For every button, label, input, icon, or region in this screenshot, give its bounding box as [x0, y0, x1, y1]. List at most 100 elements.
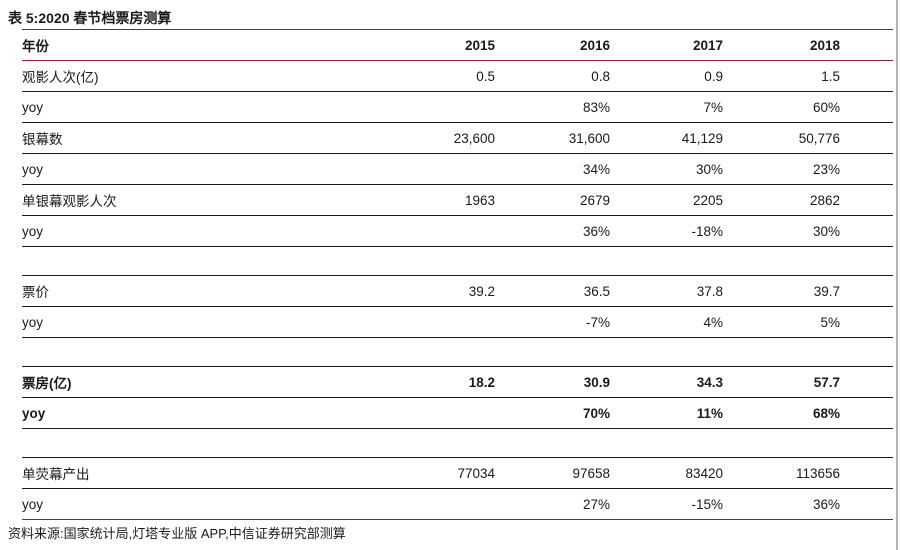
- row-spacer-cell: [840, 488, 893, 520]
- value-cell: 2679: [495, 184, 610, 216]
- row-label: 观影人次(亿): [22, 60, 380, 92]
- table-row: yoy 27% -15% 36%: [22, 488, 893, 520]
- value-cell: 36%: [495, 215, 610, 247]
- value-cell: 113656: [723, 457, 840, 489]
- value-cell: 1963: [380, 184, 495, 216]
- value-cell: 7%: [610, 91, 723, 123]
- row-spacer-cell: [840, 215, 893, 247]
- value-cell: 83%: [495, 91, 610, 123]
- row-spacer-cell: [840, 457, 893, 489]
- value-cell: 36.5: [495, 275, 610, 307]
- value-cell: [380, 488, 495, 520]
- header-spacer-cell: [840, 29, 893, 61]
- value-cell: [380, 91, 495, 123]
- value-cell: 23%: [723, 153, 840, 185]
- table-row: yoy 34% 30% 23%: [22, 153, 893, 185]
- page-edge-line: [896, 0, 898, 550]
- row-spacer-cell: [840, 366, 893, 398]
- value-cell: 57.7: [723, 366, 840, 398]
- value-cell: 60%: [723, 91, 840, 123]
- row-spacer-cell: [840, 306, 893, 338]
- value-cell: 11%: [610, 397, 723, 429]
- row-label: 单银幕观影人次: [22, 184, 380, 216]
- source-note: 资料来源:国家统计局,灯塔专业版 APP,中信证券研究部测算: [8, 526, 346, 541]
- row-spacer-cell: [840, 60, 893, 92]
- row-label: 银幕数: [22, 122, 380, 154]
- value-cell: 30.9: [495, 366, 610, 398]
- value-cell: 37.8: [610, 275, 723, 307]
- row-label: 票房(亿): [22, 366, 380, 398]
- value-cell: 23,600: [380, 122, 495, 154]
- table-row: 票价 39.2 36.5 37.8 39.7: [22, 275, 893, 307]
- value-cell: [380, 397, 495, 429]
- value-cell: 4%: [610, 306, 723, 338]
- table-row: 单银幕观影人次 1963 2679 2205 2862: [22, 184, 893, 216]
- value-cell: 2205: [610, 184, 723, 216]
- spacer-row: [22, 246, 893, 276]
- value-cell: 30%: [610, 153, 723, 185]
- table-body: 观影人次(亿) 0.5 0.8 0.9 1.5 yoy 83% 7% 60% 银幕数 23,600 3…: [22, 60, 893, 520]
- row-spacer-cell: [840, 91, 893, 123]
- value-cell: 50,776: [723, 122, 840, 154]
- row-spacer-cell: [840, 397, 893, 429]
- table-title: 表 5:2020 春节档票房测算: [8, 10, 172, 26]
- row-label: yoy: [22, 153, 380, 185]
- value-cell: 68%: [723, 397, 840, 429]
- row-spacer-cell: [840, 275, 893, 307]
- spacer-cell: [22, 428, 893, 458]
- value-cell: 97658: [495, 457, 610, 489]
- value-cell: 5%: [723, 306, 840, 338]
- value-cell: 36%: [723, 488, 840, 520]
- row-label: 单荧幕产出: [22, 457, 380, 489]
- table-row: yoy 70% 11% 68%: [22, 397, 893, 429]
- header-year-2018: 2018: [723, 29, 840, 61]
- row-spacer-cell: [840, 153, 893, 185]
- row-label: yoy: [22, 91, 380, 123]
- value-cell: 31,600: [495, 122, 610, 154]
- value-cell: 27%: [495, 488, 610, 520]
- value-cell: [380, 153, 495, 185]
- table-row: 银幕数 23,600 31,600 41,129 50,776: [22, 122, 893, 154]
- table-row: 票房(亿) 18.2 30.9 34.3 57.7: [22, 366, 893, 398]
- value-cell: 39.7: [723, 275, 840, 307]
- header-label-year: 年份: [22, 29, 380, 61]
- value-cell: 34.3: [610, 366, 723, 398]
- row-label: yoy: [22, 215, 380, 247]
- table-row: 观影人次(亿) 0.5 0.8 0.9 1.5: [22, 60, 893, 92]
- header-year-2016: 2016: [495, 29, 610, 61]
- table-row: yoy 36% -18% 30%: [22, 215, 893, 247]
- value-cell: 70%: [495, 397, 610, 429]
- row-label: yoy: [22, 306, 380, 338]
- spacer-row: [22, 337, 893, 367]
- row-spacer-cell: [840, 184, 893, 216]
- value-cell: -7%: [495, 306, 610, 338]
- value-cell: 41,129: [610, 122, 723, 154]
- value-cell: [380, 306, 495, 338]
- value-cell: 39.2: [380, 275, 495, 307]
- row-label: 票价: [22, 275, 380, 307]
- value-cell: -15%: [610, 488, 723, 520]
- row-label: yoy: [22, 397, 380, 429]
- value-cell: 30%: [723, 215, 840, 247]
- row-label: yoy: [22, 488, 380, 520]
- value-cell: 0.9: [610, 60, 723, 92]
- spacer-cell: [22, 337, 893, 367]
- value-cell: 0.8: [495, 60, 610, 92]
- table-row: 单荧幕产出 77034 97658 83420 113656: [22, 457, 893, 489]
- spacer-row: [22, 428, 893, 458]
- row-spacer-cell: [840, 122, 893, 154]
- table-header-row: 年份 2015 2016 2017 2018: [22, 29, 893, 61]
- value-cell: 0.5: [380, 60, 495, 92]
- table-row: yoy -7% 4% 5%: [22, 306, 893, 338]
- value-cell: 83420: [610, 457, 723, 489]
- spacer-cell: [22, 246, 893, 276]
- value-cell: 77034: [380, 457, 495, 489]
- value-cell: [380, 215, 495, 247]
- table-row: yoy 83% 7% 60%: [22, 91, 893, 123]
- value-cell: 1.5: [723, 60, 840, 92]
- value-cell: 2862: [723, 184, 840, 216]
- box-office-table: 年份 2015 2016 2017 2018 观影人次(亿) 0.5 0.8 0.9 1…: [22, 29, 893, 520]
- value-cell: -18%: [610, 215, 723, 247]
- header-year-2015: 2015: [380, 29, 495, 61]
